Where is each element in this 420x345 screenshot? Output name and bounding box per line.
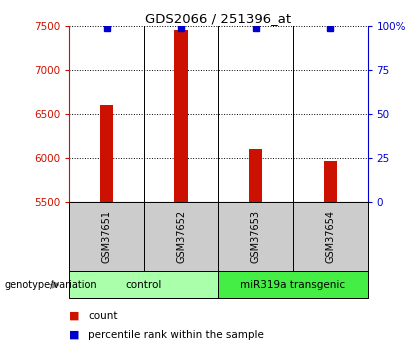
Bar [323,161,337,202]
Bar [174,30,188,202]
Text: GSM37653: GSM37653 [251,210,261,263]
Text: GSM37652: GSM37652 [176,210,186,263]
Text: percentile rank within the sample: percentile rank within the sample [88,330,264,339]
Text: GSM37651: GSM37651 [102,210,112,263]
Bar [100,105,113,202]
Text: GSM37654: GSM37654 [325,210,335,263]
Text: control: control [126,280,162,289]
Bar [249,149,262,202]
Text: ■: ■ [69,311,80,321]
Text: genotype/variation: genotype/variation [4,280,97,289]
Text: count: count [88,311,118,321]
Title: GDS2066 / 251396_at: GDS2066 / 251396_at [145,12,291,25]
Text: ■: ■ [69,330,80,339]
Text: miR319a transgenic: miR319a transgenic [240,280,346,289]
